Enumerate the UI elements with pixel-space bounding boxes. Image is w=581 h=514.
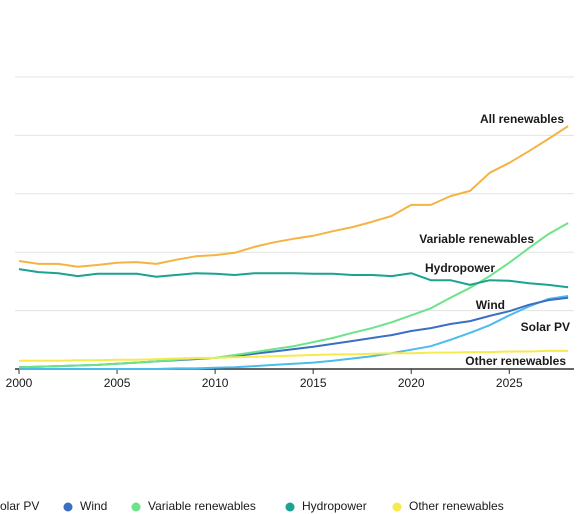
legend-marker [285,502,295,512]
series-line [19,349,569,362]
series-label: Variable renewables [419,232,534,246]
series-label: Wind [476,298,505,312]
series-line [18,268,569,289]
x-tick-label: 2005 [104,376,131,390]
series-label: Solar PV [521,320,570,334]
x-tick-label: 2025 [496,376,523,390]
legend-label: Wind [80,499,107,513]
series-label: Hydropower [425,261,495,275]
series-line [19,295,569,370]
x-tick-label: 2010 [202,376,229,390]
legend-label: Solar PV [0,499,39,513]
legend-label: Other renewables [409,499,504,513]
legend-marker [63,502,73,512]
x-tick-label: 2020 [398,376,425,390]
legend-marker [131,502,141,512]
series-label: All renewables [480,112,564,126]
x-tick-label: 2015 [300,376,327,390]
legend-label: Hydropower [302,499,367,513]
series-label: Other renewables [465,354,566,368]
series-line [18,125,569,268]
legend-label: Variable renewables [148,499,256,513]
legend-marker [392,502,402,512]
x-tick-label: 2000 [6,376,33,390]
